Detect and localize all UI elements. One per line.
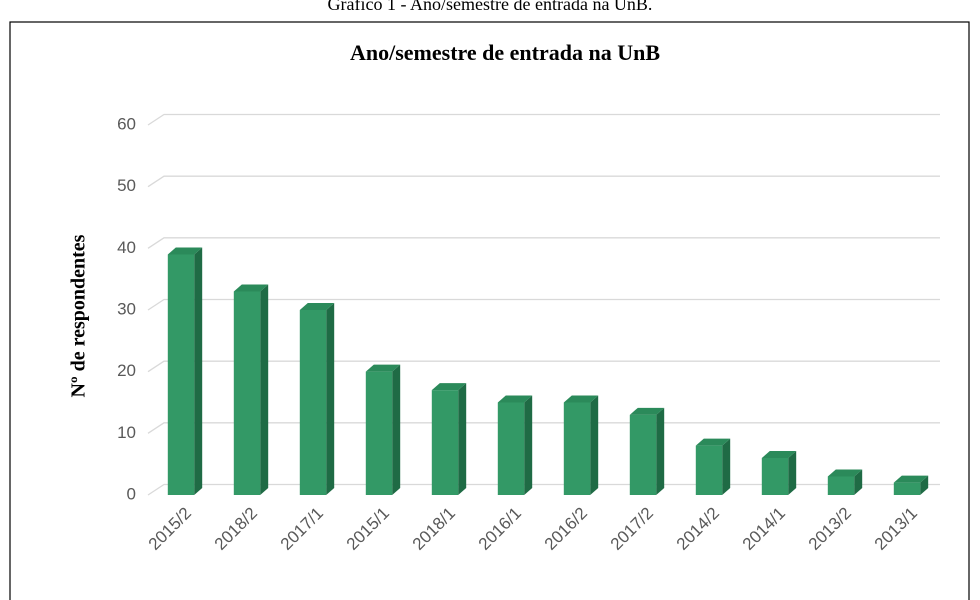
- bar-face: [497, 395, 533, 403]
- bar-face: [695, 445, 723, 495]
- bar: [695, 438, 731, 495]
- bar: [827, 469, 863, 495]
- grid-line: [147, 422, 940, 434]
- bar: [299, 303, 335, 495]
- bar-face: [299, 310, 327, 495]
- bar: [893, 475, 929, 495]
- bar-face: [233, 291, 261, 495]
- bar-face: [761, 451, 797, 458]
- caption: Gráfico 1 - Ano/semestre de entrada na U…: [328, 0, 653, 14]
- bar-face: [431, 383, 467, 391]
- bar-face: [788, 451, 797, 495]
- bar-face: [167, 247, 203, 255]
- bar-face: [167, 254, 195, 495]
- bar-face: [695, 438, 731, 446]
- bar: [563, 395, 599, 495]
- bar-face: [827, 469, 863, 477]
- bar: [629, 407, 665, 495]
- grid-line: [147, 298, 940, 311]
- bar-face: [893, 475, 929, 483]
- bar-face: [722, 438, 731, 495]
- bar-face: [326, 303, 335, 495]
- bar-face: [260, 284, 269, 495]
- y-tick-label: 20: [117, 361, 136, 380]
- y-tick-label: 10: [117, 423, 136, 442]
- y-axis-label: Nº de respondentes: [68, 234, 90, 397]
- bar-face: [233, 284, 269, 292]
- bar: [761, 451, 797, 495]
- grid-line: [147, 237, 940, 249]
- bar-face: [590, 395, 599, 495]
- bar-face: [656, 407, 665, 495]
- grid-line: [147, 113, 940, 126]
- bar-face: [458, 383, 467, 495]
- bar-face: [194, 247, 203, 495]
- chart-title: Ano/semestre de entrada na UnB: [350, 40, 660, 65]
- y-tick-label: 60: [117, 114, 136, 133]
- grid-line: [147, 175, 940, 188]
- bar: [233, 284, 269, 495]
- y-tick-label: 40: [117, 238, 136, 257]
- bar-face: [392, 364, 401, 495]
- bar-face: [299, 303, 335, 310]
- y-tick-label: 50: [117, 176, 136, 195]
- bar: [167, 247, 203, 495]
- chart-frame: [9, 21, 970, 600]
- bar-face: [761, 458, 789, 495]
- bar: [497, 395, 533, 495]
- bar-face: [365, 364, 401, 372]
- bar-face: [920, 475, 929, 495]
- bar-face: [854, 469, 863, 495]
- bar-face: [431, 390, 459, 495]
- bar-face: [524, 395, 533, 495]
- y-tick-label: 30: [117, 299, 136, 318]
- bar-face: [563, 395, 599, 403]
- bar-face: [365, 371, 393, 495]
- grid-line: [147, 360, 940, 373]
- y-tick-label: 0: [127, 484, 136, 503]
- bar-face: [563, 402, 591, 495]
- bar-face: [629, 407, 665, 415]
- bar-face: [497, 402, 525, 495]
- bar-face: [893, 482, 921, 495]
- bar-face: [629, 414, 657, 495]
- bar: [431, 383, 467, 495]
- bar: [365, 364, 401, 495]
- bar-face: [827, 476, 855, 495]
- grid-line: [147, 483, 940, 496]
